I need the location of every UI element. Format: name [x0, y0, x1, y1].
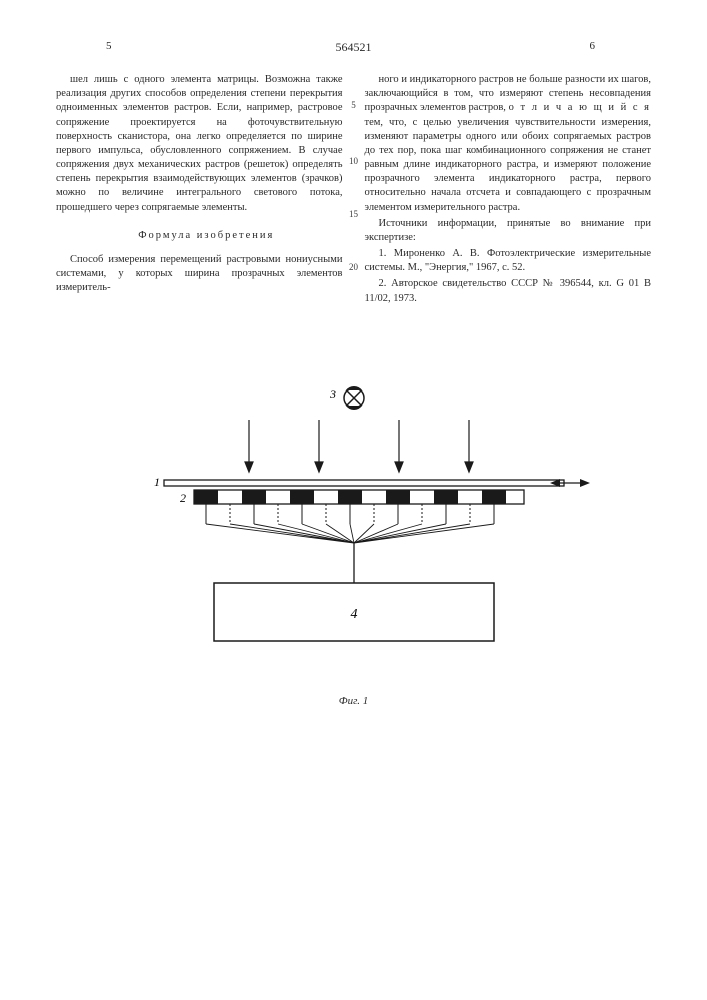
document-number: 564521 — [336, 40, 372, 54]
page-header: 5 564521 6 — [56, 40, 651, 55]
figure-label-1: 1 — [154, 475, 160, 489]
body-paragraph: шел лишь с одного элемента матрицы. Возм… — [56, 73, 343, 215]
figure-label-3: 3 — [329, 387, 336, 401]
raster-2: 2 — [180, 490, 524, 543]
body-paragraph: Способ измерения перемещений растровыми … — [56, 253, 343, 296]
text-run: тем, что, с целью увеличения чувствитель… — [365, 117, 652, 213]
text-columns: 5 10 15 20 шел лишь с одного элемента ма… — [56, 73, 651, 308]
body-paragraph: ного и индикаторного растров не больше р… — [365, 73, 652, 215]
sources-title: Источники информации, принятые во вниман… — [365, 217, 652, 245]
invention-formula-title: Формула изобретения — [56, 229, 343, 243]
figure-label-2: 2 — [180, 491, 186, 505]
light-source-icon — [344, 386, 364, 410]
reference-item: 2. Авторское свидетельство СССР № 396544… — [365, 277, 652, 305]
emphasized-text: о т л и ч а ю щ и й с я — [509, 102, 651, 113]
right-column: ного и индикаторного растров не больше р… — [365, 73, 652, 308]
line-number: 20 — [349, 261, 358, 273]
line-number: 10 — [349, 155, 358, 167]
raster-1: 1 — [154, 475, 590, 489]
line-number: 15 — [349, 208, 358, 220]
figure-label-4: 4 — [350, 607, 357, 622]
page-number-right: 6 — [590, 40, 596, 52]
figure-1: 3 1 2 — [56, 358, 651, 707]
line-number: 5 — [351, 99, 356, 111]
page-number-left: 5 — [106, 40, 112, 52]
light-arrows — [245, 420, 473, 472]
figure-svg: 3 1 2 — [114, 358, 594, 678]
left-column: шел лишь с одного элемента матрицы. Возм… — [56, 73, 343, 308]
figure-caption: Фиг. 1 — [56, 695, 651, 707]
reference-item: 1. Мироненко А. В. Фотоэлектрические изм… — [365, 247, 652, 275]
